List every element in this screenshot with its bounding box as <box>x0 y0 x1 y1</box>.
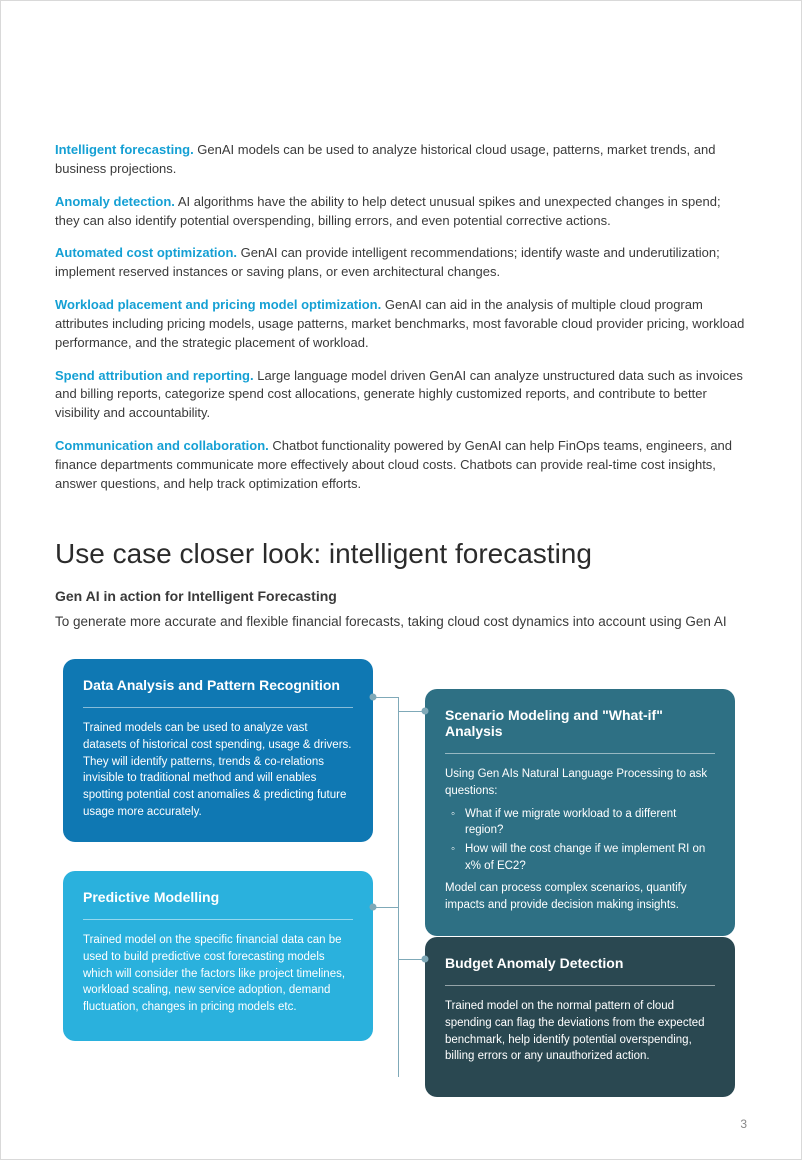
intro-item: Anomaly detection. AI algorithms have th… <box>55 193 747 231</box>
card-intro: Using Gen AIs Natural Language Processin… <box>445 766 715 799</box>
forecasting-diagram: Data Analysis and Pattern Recognition Tr… <box>55 659 747 1119</box>
card-title: Budget Anomaly Detection <box>445 955 715 971</box>
card-budget-anomaly: Budget Anomaly Detection Trained model o… <box>425 937 735 1097</box>
card-outro: Model can process complex scenarios, qua… <box>445 880 715 913</box>
diagram-connector <box>373 907 398 908</box>
document-page: Intelligent forecasting. GenAI models ca… <box>0 0 802 1160</box>
card-body: Trained model on the normal pattern of c… <box>445 998 715 1065</box>
card-divider <box>83 919 353 920</box>
diagram-spine <box>398 697 399 1077</box>
intro-term: Anomaly detection. <box>55 194 175 209</box>
card-data-analysis: Data Analysis and Pattern Recognition Tr… <box>63 659 373 842</box>
diagram-node-dot <box>422 708 429 715</box>
intro-item: Automated cost optimization. GenAI can p… <box>55 244 747 282</box>
card-title: Data Analysis and Pattern Recognition <box>83 677 353 693</box>
diagram-node-dot <box>370 904 377 911</box>
intro-list: Intelligent forecasting. GenAI models ca… <box>55 141 747 494</box>
intro-item: Workload placement and pricing model opt… <box>55 296 747 353</box>
card-bullet: How will the cost change if we implement… <box>445 841 715 874</box>
section-title: Use case closer look: intelligent foreca… <box>55 538 747 570</box>
diagram-node-dot <box>422 956 429 963</box>
card-bullet: What if we migrate workload to a differe… <box>445 806 715 839</box>
section-subhead: Gen AI in action for Intelligent Forecas… <box>55 588 747 604</box>
intro-item: Spend attribution and reporting. Large l… <box>55 367 747 424</box>
card-scenario-modeling: Scenario Modeling and "What-if" Analysis… <box>425 689 735 935</box>
intro-term: Communication and collaboration. <box>55 438 269 453</box>
intro-item: Intelligent forecasting. GenAI models ca… <box>55 141 747 179</box>
intro-term: Spend attribution and reporting. <box>55 368 254 383</box>
card-body: Trained model on the specific financial … <box>83 932 353 1015</box>
intro-term: Workload placement and pricing model opt… <box>55 297 381 312</box>
card-divider <box>83 707 353 708</box>
card-title: Scenario Modeling and "What-if" Analysis <box>445 707 715 739</box>
card-bullets: What if we migrate workload to a differe… <box>445 806 715 875</box>
card-divider <box>445 753 715 754</box>
card-body: Using Gen AIs Natural Language Processin… <box>445 766 715 913</box>
card-predictive-modelling: Predictive Modelling Trained model on th… <box>63 871 373 1041</box>
intro-term: Automated cost optimization. <box>55 245 237 260</box>
diagram-node-dot <box>370 694 377 701</box>
card-divider <box>445 985 715 986</box>
card-body: Trained models can be used to analyze va… <box>83 720 353 820</box>
card-title: Predictive Modelling <box>83 889 353 905</box>
section-lede: To generate more accurate and flexible f… <box>55 612 747 632</box>
page-number: 3 <box>740 1117 747 1131</box>
intro-term: Intelligent forecasting. <box>55 142 194 157</box>
intro-item: Communication and collaboration. Chatbot… <box>55 437 747 494</box>
diagram-connector <box>373 697 398 698</box>
